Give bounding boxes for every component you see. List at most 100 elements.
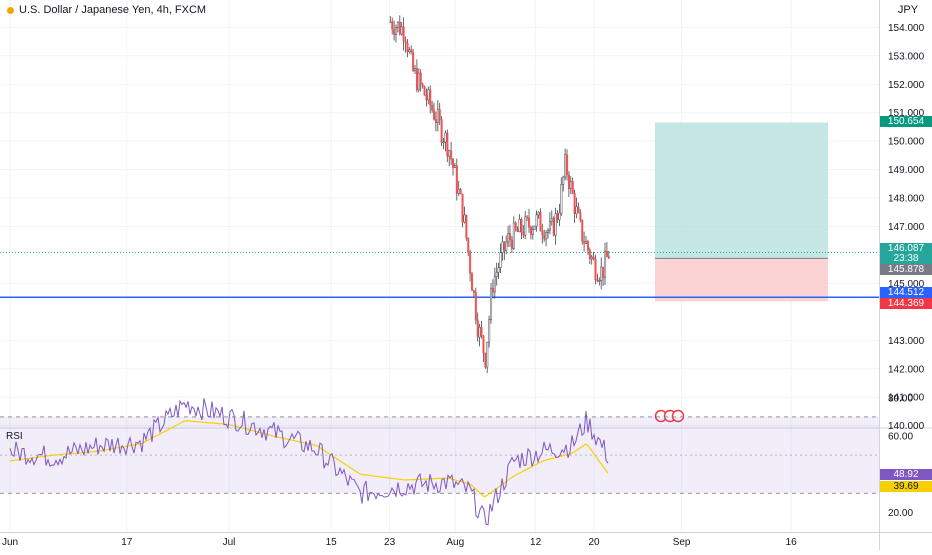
- candle-body: [427, 89, 430, 101]
- rsi-value-tag: 48.92: [880, 469, 932, 480]
- candle-body: [605, 250, 608, 258]
- candle-body: [539, 212, 542, 232]
- candle-body: [586, 241, 589, 251]
- candle-body: [408, 49, 411, 53]
- candle-body: [573, 193, 576, 215]
- rsi-ma-value-tag: 39.69: [880, 481, 932, 492]
- candle-body: [423, 86, 426, 96]
- candle-body: [556, 213, 559, 221]
- candle-body: [514, 222, 517, 230]
- candle-body: [524, 216, 527, 236]
- candle-body: [600, 266, 603, 281]
- time-tick-label: 23: [384, 537, 396, 548]
- candle-body: [461, 193, 464, 223]
- profit-zone: [655, 122, 828, 259]
- symbol-title[interactable]: U.S. Dollar / Japanese Yen, 4h, FXCM: [7, 4, 206, 16]
- candle-body: [488, 319, 491, 343]
- rsi-line: [9, 398, 609, 526]
- price-tick-label: 151.000: [888, 108, 925, 119]
- candle-body: [431, 104, 434, 111]
- price-tick-label: 148.000: [888, 194, 925, 205]
- candle-body: [417, 72, 420, 91]
- price-tick-label: 150.000: [888, 137, 925, 148]
- price-tick-label: 141.000: [888, 393, 925, 404]
- candle-body: [585, 241, 588, 244]
- time-tick-label: 20: [588, 537, 600, 548]
- candle-body: [594, 259, 597, 281]
- candle-body: [604, 250, 607, 278]
- time-tick-label: Jul: [223, 537, 236, 548]
- time-tick-label: 12: [530, 537, 542, 548]
- candle-body: [415, 68, 418, 91]
- candle-body: [497, 267, 500, 273]
- candle-body: [571, 181, 574, 194]
- time-tick-label: Jun: [2, 537, 18, 548]
- candle-body: [393, 29, 396, 35]
- candle-body: [450, 150, 453, 160]
- price-tick-label: 140.000: [888, 421, 925, 432]
- candle-body: [438, 109, 441, 120]
- candle-body: [480, 326, 483, 337]
- candle-body: [552, 218, 555, 236]
- candle-body: [404, 40, 407, 44]
- candle-body: [482, 335, 485, 354]
- candle-body: [474, 292, 477, 321]
- candle-body: [493, 276, 496, 293]
- candle-body: [520, 219, 523, 233]
- candle-body: [592, 256, 595, 260]
- candle-body: [581, 219, 584, 242]
- candle-body: [490, 287, 493, 320]
- candle-body: [400, 26, 403, 35]
- bar-countdown-tag: 23:38: [880, 253, 932, 264]
- price-tick-label: 145.000: [888, 279, 925, 290]
- candle-body: [396, 21, 399, 28]
- rsi-pane[interactable]: [0, 398, 932, 526]
- long-position-tool[interactable]: [0, 122, 879, 302]
- candle-body: [507, 233, 510, 243]
- candle-body: [526, 216, 529, 219]
- candle-body: [575, 206, 578, 215]
- candle-body: [459, 189, 462, 195]
- price-tick-label: 154.000: [888, 23, 925, 34]
- time-tick-label: 17: [121, 537, 133, 548]
- candle-body: [467, 237, 470, 253]
- rsi-indicator-label[interactable]: RSI: [6, 431, 23, 442]
- candle-body: [512, 222, 515, 249]
- candle-body: [442, 141, 445, 144]
- candle-body: [588, 249, 591, 260]
- candle-body: [529, 226, 532, 235]
- price-tick-label: 147.000: [888, 222, 925, 233]
- candle-body: [554, 213, 557, 236]
- candle-body: [510, 239, 513, 249]
- candle-body: [499, 252, 502, 268]
- market-status-dot: [7, 6, 14, 14]
- candle-body: [471, 273, 474, 291]
- candle-body: [602, 266, 605, 278]
- candle-body: [412, 51, 415, 71]
- rsi-tick-label: 80.00: [888, 393, 913, 404]
- candle-body: [484, 353, 487, 368]
- stop-price-tag: 144.369: [880, 298, 932, 309]
- candle-body: [537, 212, 540, 216]
- candle-body: [541, 230, 544, 236]
- candle-body: [558, 212, 561, 221]
- candle-body: [455, 165, 458, 194]
- candle-body: [518, 219, 521, 233]
- time-tick-label: 15: [326, 537, 338, 548]
- price-series: [389, 15, 685, 423]
- candle-body: [486, 341, 489, 368]
- economic-event-icon: [671, 409, 685, 423]
- candle-body: [547, 229, 550, 233]
- candle-body: [472, 290, 475, 293]
- candle-body: [583, 240, 586, 244]
- candle-body: [410, 49, 413, 53]
- candle-body: [528, 217, 531, 228]
- candle-body: [579, 212, 582, 221]
- currency-label[interactable]: JPY: [897, 4, 919, 16]
- time-tick-label: Sep: [673, 537, 691, 548]
- candle-body: [398, 21, 401, 35]
- candle-body: [389, 21, 392, 23]
- candle-body: [414, 68, 417, 71]
